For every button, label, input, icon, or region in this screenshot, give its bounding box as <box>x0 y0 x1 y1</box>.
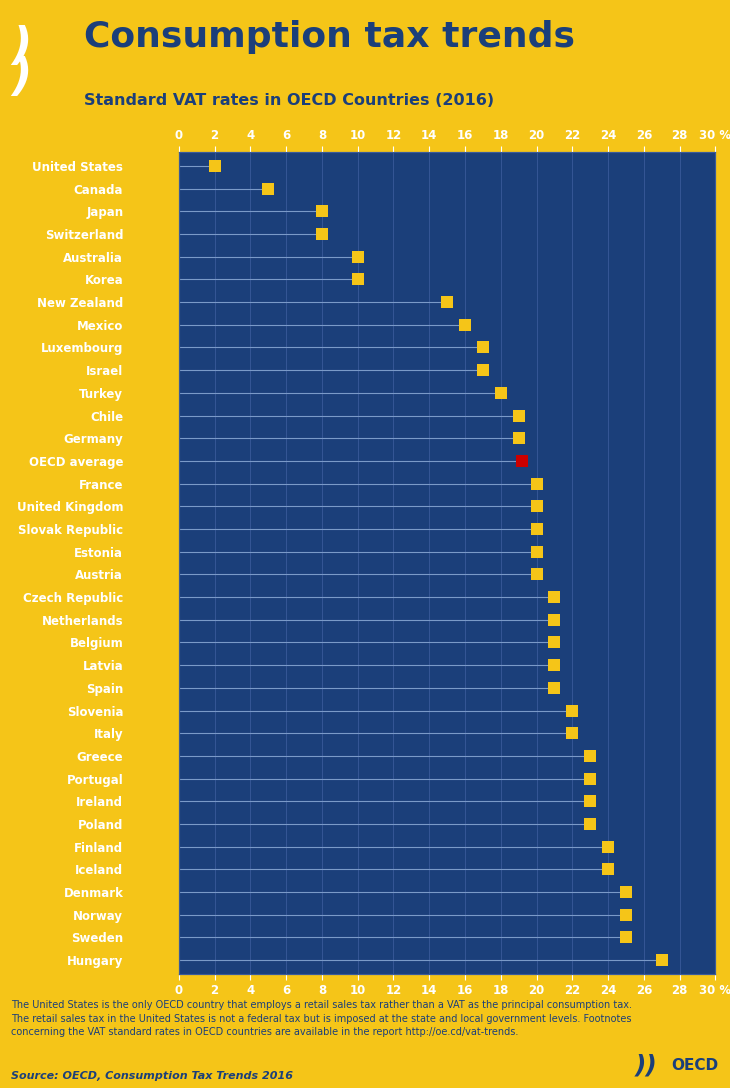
Text: )): )) <box>635 1053 658 1077</box>
Text: The United States is the only OECD country that employs a retail sales tax rathe: The United States is the only OECD count… <box>11 1000 632 1037</box>
Text: OECD: OECD <box>672 1058 719 1073</box>
Text: Source: OECD, Consumption Tax Trends 2016: Source: OECD, Consumption Tax Trends 201… <box>11 1071 293 1080</box>
Text: Standard VAT rates in OECD Countries (2016): Standard VAT rates in OECD Countries (20… <box>84 94 494 109</box>
Text: )
): ) ) <box>11 25 31 99</box>
Text: Consumption tax trends: Consumption tax trends <box>84 21 575 54</box>
